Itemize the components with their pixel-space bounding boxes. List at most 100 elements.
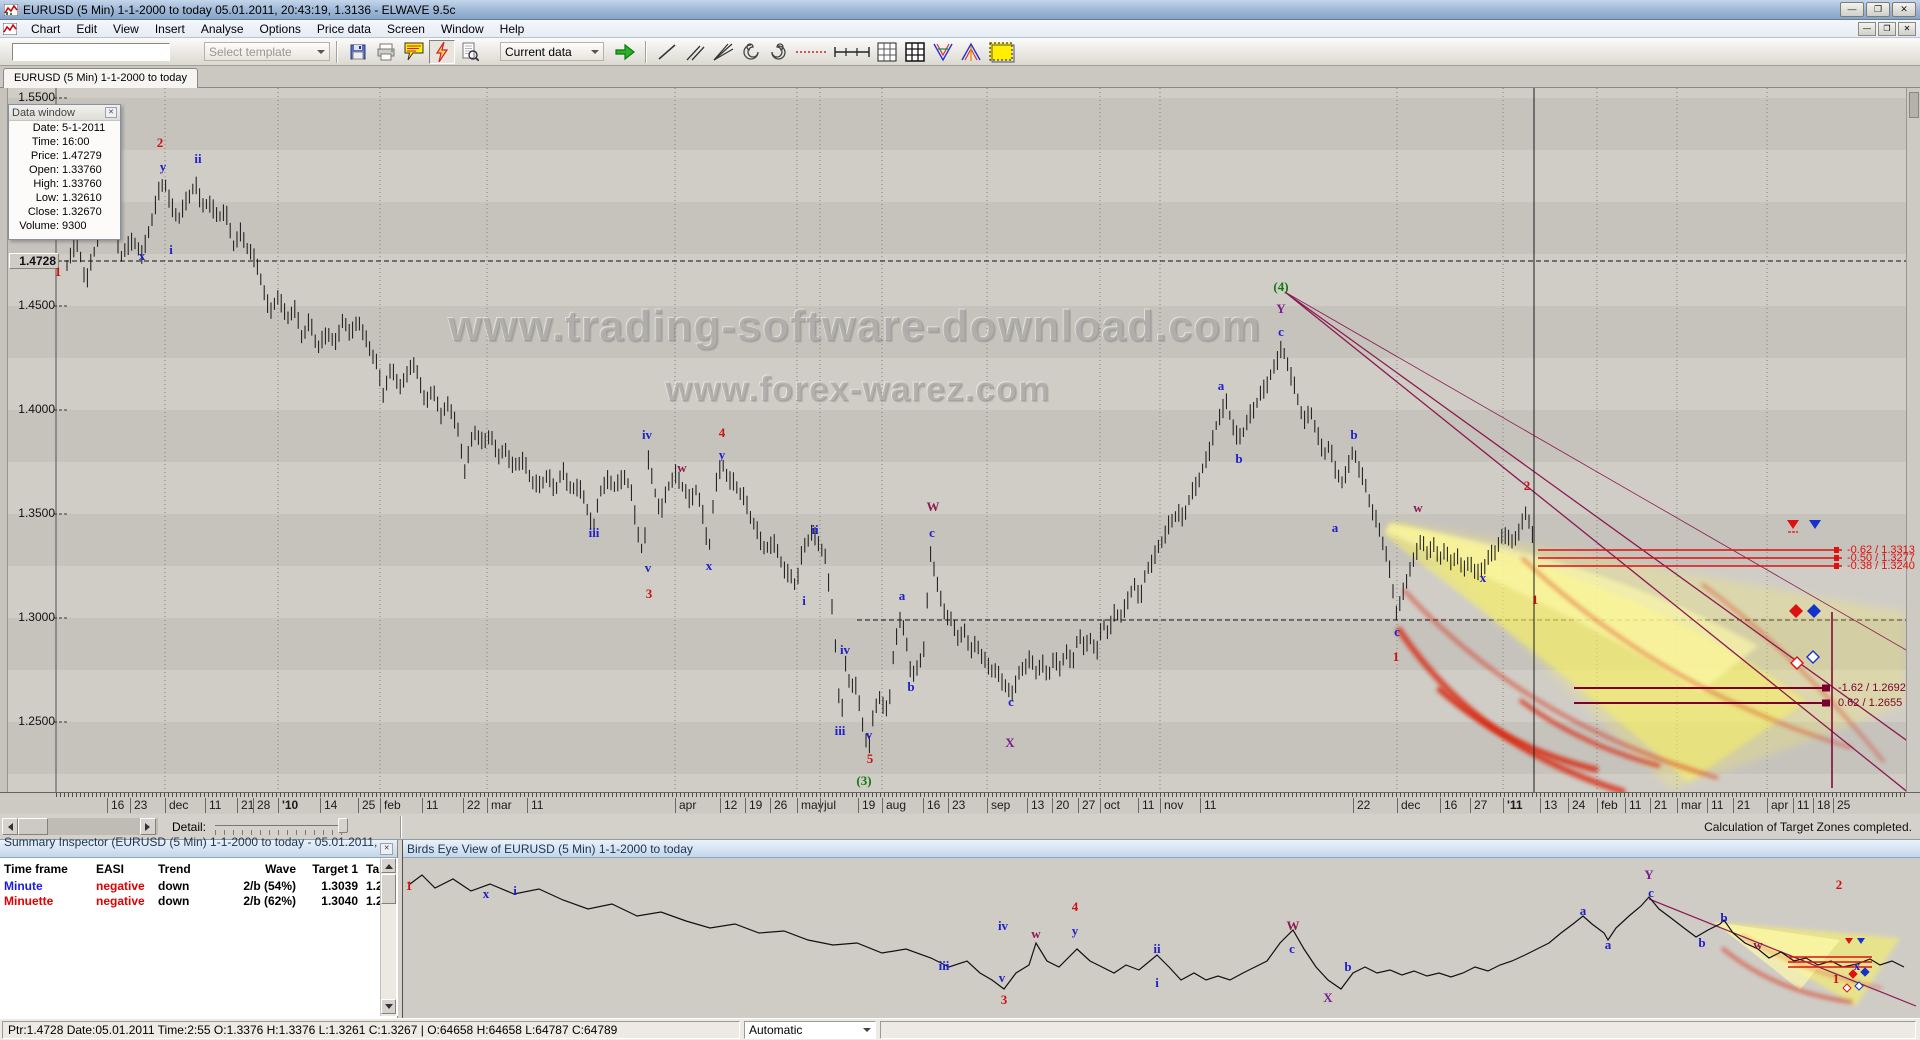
trendline-tool[interactable] xyxy=(654,40,680,64)
detail-slider-ticks xyxy=(215,830,347,835)
dotted-line-icon xyxy=(796,50,828,53)
x-axis-label: dec xyxy=(1397,798,1420,813)
column-header[interactable]: Trend xyxy=(158,862,191,876)
fan-lines-icon xyxy=(713,43,734,61)
horizontal-scroll-thumb[interactable] xyxy=(18,818,48,835)
save-button[interactable] xyxy=(345,40,371,64)
close-icon[interactable]: ✕ xyxy=(105,107,117,118)
menu-item-window[interactable]: Window xyxy=(440,21,484,36)
ruler-tool[interactable] xyxy=(832,40,872,64)
x-axis-label: nov xyxy=(1160,798,1183,813)
tab-bar: EURUSD (5 Min) 1-1-2000 to today xyxy=(0,66,1920,88)
menu-item-options[interactable]: Options xyxy=(259,21,301,36)
go-button[interactable] xyxy=(612,40,638,64)
explain-button[interactable] xyxy=(401,40,427,64)
status-price-info: Ptr:1.4728 Date:05.01.2011 Time:2:55 O:1… xyxy=(2,1021,740,1039)
quick-analysis-button[interactable] xyxy=(429,39,455,64)
pitchfork-tool[interactable] xyxy=(958,40,984,64)
table-cell: down xyxy=(158,879,190,893)
vertical-scroll-thumb[interactable] xyxy=(381,874,396,904)
rectangle-tool[interactable] xyxy=(986,40,1018,64)
column-header[interactable]: Time frame xyxy=(4,862,68,876)
inspect-button[interactable] xyxy=(457,40,483,64)
channel-icon xyxy=(933,43,953,61)
minimize-icon[interactable]: — xyxy=(1840,2,1864,17)
column-header[interactable]: Target 1 xyxy=(312,862,358,876)
close-icon[interactable]: ✕ xyxy=(380,842,393,855)
column-header[interactable]: EASI xyxy=(96,862,125,876)
birds-eye-header[interactable]: Birds Eye View of EURUSD (5 Min) 1-1-200… xyxy=(403,840,1920,858)
table-cell: down xyxy=(158,894,190,908)
grid-tool[interactable] xyxy=(874,40,900,64)
parallel-lines-icon xyxy=(686,45,705,60)
print-button[interactable] xyxy=(373,40,399,64)
scrollbar-thumb[interactable] xyxy=(1909,92,1919,118)
scroll-up-button[interactable] xyxy=(381,858,396,873)
chart-name-input[interactable] xyxy=(12,42,170,61)
table-cell: 2/b (62%) xyxy=(243,894,296,908)
maximize-icon[interactable]: ❐ xyxy=(1866,2,1890,17)
field-label: Volume: xyxy=(19,220,59,232)
parallel-lines-tool[interactable] xyxy=(682,40,708,64)
x-axis-label: 16 xyxy=(923,798,940,813)
field-label: Low: xyxy=(35,192,59,204)
close-icon[interactable]: ✕ xyxy=(1892,2,1916,17)
chevron-down-icon xyxy=(863,1028,871,1036)
arrow-down-icon xyxy=(384,1003,393,1013)
mdi-minimize-icon[interactable]: — xyxy=(1858,21,1876,36)
column-header[interactable]: Wave xyxy=(265,862,296,876)
x-axis-label: 21 xyxy=(1650,798,1667,813)
fan-lines-tool[interactable] xyxy=(710,40,736,64)
birds-eye-chart[interactable] xyxy=(403,858,1920,1016)
x-axis-label: oct xyxy=(1100,798,1120,813)
scroll-down-button[interactable] xyxy=(381,999,396,1014)
mode-combo[interactable]: Automatic xyxy=(744,1021,876,1039)
summary-inspector-header[interactable]: Summary Inspector (EURUSD (5 Min) 1-1-20… xyxy=(0,835,397,863)
tab-eurusd[interactable]: EURUSD (5 Min) 1-1-2000 to today xyxy=(3,68,199,88)
x-axis-label: mar xyxy=(487,798,512,813)
chart-vertical-scrollbar[interactable] xyxy=(1906,88,1920,792)
data-window-row: Low: 1.32610 xyxy=(9,191,120,205)
menu-item-help[interactable]: Help xyxy=(499,21,525,36)
summary-scrollbar[interactable] xyxy=(380,858,396,1016)
template-combo[interactable]: Select template xyxy=(204,42,330,61)
x-axis-label: 11 xyxy=(1707,798,1723,813)
data-window[interactable]: Data window ✕ Date: 5-1-2011 Time: 16:00 Pri… xyxy=(8,104,121,240)
table-row[interactable]: Minuette negative down 2/b (62%) 1.3040 1.27 xyxy=(0,894,380,908)
x-axis-label: 24 xyxy=(1568,798,1585,813)
column-header[interactable]: Target 2 xyxy=(366,862,380,876)
menu-item-edit[interactable]: Edit xyxy=(76,21,98,36)
menu-item-insert[interactable]: Insert xyxy=(154,21,185,36)
channel-tool[interactable] xyxy=(930,40,956,64)
mdi-close-icon[interactable]: ✕ xyxy=(1898,21,1916,36)
grid-alt-tool[interactable] xyxy=(902,40,928,64)
table-row[interactable]: Minute negative down 2/b (54%) 1.3039 1.28 xyxy=(0,879,380,893)
field-label: Date: xyxy=(32,122,59,134)
spiral-tool[interactable] xyxy=(738,40,764,64)
arrow-left-icon xyxy=(4,822,13,831)
divider xyxy=(400,816,402,838)
menu-item-price-data[interactable]: Price data xyxy=(316,21,371,36)
data-window-row: Close: 1.32670 xyxy=(9,205,120,219)
x-axis-label: 11 xyxy=(422,798,438,813)
arrow-right-icon xyxy=(145,822,154,831)
detail-slider-track[interactable] xyxy=(215,825,347,826)
mdi-restore-icon[interactable]: ❐ xyxy=(1878,21,1896,36)
detail-slider-thumb[interactable] xyxy=(338,818,348,833)
scroll-left-button[interactable] xyxy=(2,818,18,835)
rectangle-icon xyxy=(989,42,1015,62)
menu-item-view[interactable]: View xyxy=(113,21,139,36)
menu-item-chart[interactable]: Chart xyxy=(31,21,61,36)
spiral-alt-tool[interactable] xyxy=(766,40,792,64)
ruler-icon xyxy=(834,46,870,57)
grid-alt-icon xyxy=(905,41,925,62)
dotted-line-tool[interactable] xyxy=(794,40,830,64)
x-axis-label: 18 xyxy=(1813,798,1830,813)
scroll-right-button[interactable] xyxy=(140,818,156,835)
data-source-combo[interactable]: Current data xyxy=(500,42,604,61)
main-chart-area[interactable] xyxy=(0,88,1920,792)
app-icon xyxy=(4,3,18,16)
menu-item-screen[interactable]: Screen xyxy=(386,21,425,36)
table-cell: negative xyxy=(96,894,145,908)
menu-item-analyse[interactable]: Analyse xyxy=(200,21,244,36)
